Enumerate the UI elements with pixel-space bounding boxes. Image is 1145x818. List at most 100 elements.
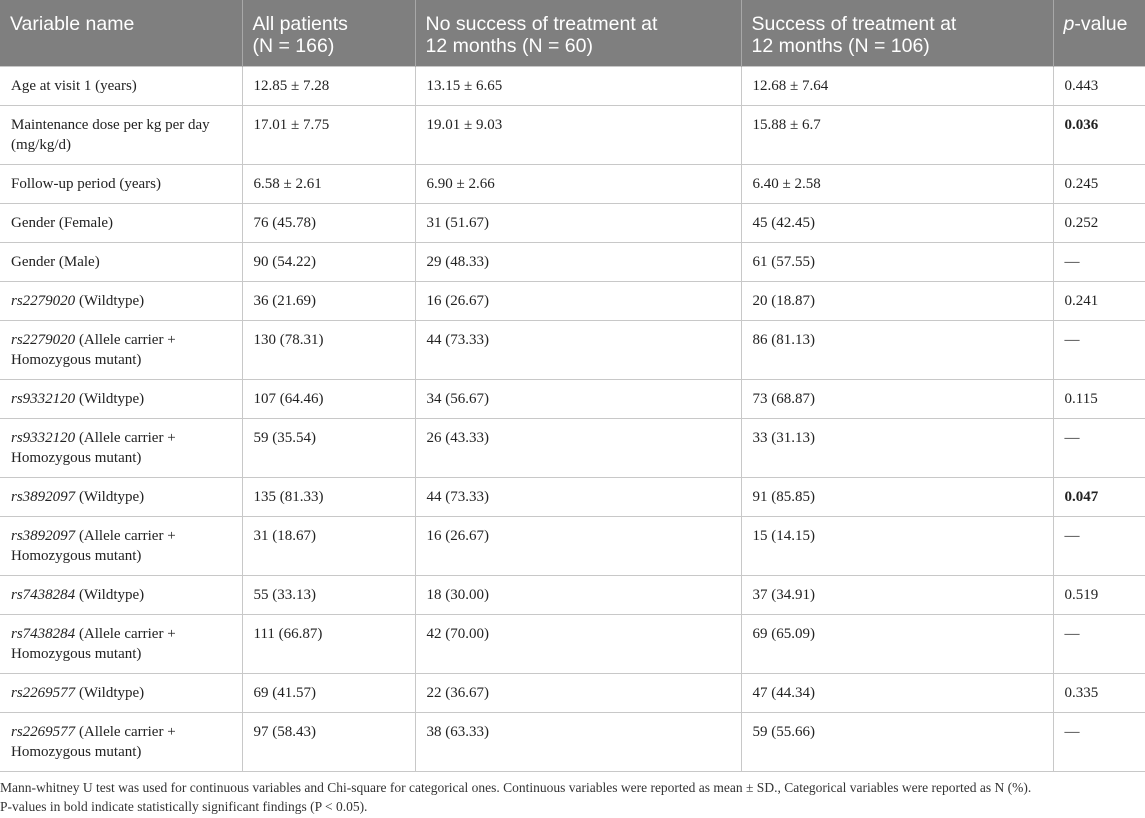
header-no-success: No success of treatment at 12 months (N =… bbox=[415, 0, 742, 67]
variable-label: (Allele carrier + bbox=[75, 724, 176, 740]
footnote-line-1: Mann-whitney U test was used for continu… bbox=[0, 780, 1032, 795]
table-row: rs2269577 (Allele carrier + Homozygous mu… bbox=[0, 712, 1145, 772]
variable-label: Gender (Male) bbox=[11, 254, 100, 270]
table-header: Variable name All patients (N = 166) No s… bbox=[0, 0, 1145, 67]
cell-p-value: — bbox=[1052, 320, 1145, 380]
cell-variable-name: Gender (Female) bbox=[0, 203, 243, 243]
cell-success: 20 (18.87) bbox=[740, 281, 1054, 321]
table-row: rs3892097 (Allele carrier + Homozygous mu… bbox=[0, 516, 1145, 576]
variable-label: Maintenance dose per kg per day bbox=[11, 117, 210, 133]
cell-all-patients: 6.58 ± 2.61 bbox=[241, 164, 416, 204]
variable-label-continued: Homozygous mutant) bbox=[11, 352, 142, 368]
variable-snp-id: rs2279020 bbox=[11, 332, 76, 348]
cell-success: 86 (81.13) bbox=[740, 320, 1054, 380]
variable-label-continued: Homozygous mutant) bbox=[11, 744, 142, 760]
variable-snp-id: rs3892097 bbox=[11, 528, 76, 544]
variable-label-continued: (mg/kg/d) bbox=[11, 137, 71, 153]
table-body: Age at visit 1 (years) 12.85 ± 7.28 13.15 … bbox=[0, 66, 1145, 772]
cell-no-success: 44 (73.33) bbox=[414, 320, 742, 380]
variable-snp-id: rs7438284 bbox=[11, 626, 76, 642]
cell-success: 59 (55.66) bbox=[740, 712, 1054, 772]
variable-snp-id: rs3892097 bbox=[11, 489, 76, 505]
table-row: Follow-up period (years) 6.58 ± 2.61 6.90 … bbox=[0, 164, 1145, 204]
cell-variable-name: Age at visit 1 (years) bbox=[0, 66, 243, 106]
cell-variable-name: rs7438284 (Wildtype) bbox=[0, 575, 243, 615]
cell-all-patients: 135 (81.33) bbox=[241, 477, 416, 517]
cell-no-success: 38 (63.33) bbox=[414, 712, 742, 772]
cell-success: 33 (31.13) bbox=[740, 418, 1054, 478]
variable-label-continued: Homozygous mutant) bbox=[11, 646, 142, 662]
cell-all-patients: 69 (41.57) bbox=[241, 673, 416, 713]
cell-all-patients: 55 (33.13) bbox=[241, 575, 416, 615]
cell-p-value: 0.036 bbox=[1052, 105, 1145, 165]
header-p-value: p-value bbox=[1053, 0, 1145, 67]
cell-variable-name: Follow-up period (years) bbox=[0, 164, 243, 204]
variable-snp-id: rs2269577 bbox=[11, 685, 76, 701]
cell-success: 37 (34.91) bbox=[740, 575, 1054, 615]
cell-p-value: 0.519 bbox=[1052, 575, 1145, 615]
cell-no-success: 19.01 ± 9.03 bbox=[414, 105, 742, 165]
variable-label: (Allele carrier + bbox=[75, 332, 176, 348]
table-row: rs9332120 (Wildtype) 107 (64.46) 34 (56.67… bbox=[0, 379, 1145, 419]
footnote-line-2: P-values in bold indicate statistically … bbox=[0, 799, 368, 814]
variable-snp-id: rs9332120 bbox=[11, 391, 76, 407]
cell-no-success: 16 (26.67) bbox=[414, 516, 742, 576]
variable-label: (Wildtype) bbox=[75, 489, 145, 505]
variable-label: (Wildtype) bbox=[75, 391, 145, 407]
cell-success: 69 (65.09) bbox=[740, 614, 1054, 674]
variable-label: (Allele carrier + bbox=[75, 626, 176, 642]
cell-all-patients: 130 (78.31) bbox=[241, 320, 416, 380]
header-success: Success of treatment at 12 months (N = 10… bbox=[741, 0, 1054, 67]
variable-label: Gender (Female) bbox=[11, 215, 114, 231]
table-row: Age at visit 1 (years) 12.85 ± 7.28 13.15 … bbox=[0, 66, 1145, 106]
cell-variable-name: rs2279020 (Allele carrier + Homozygous mu… bbox=[0, 320, 243, 380]
cell-success: 15 (14.15) bbox=[740, 516, 1054, 576]
cell-all-patients: 59 (35.54) bbox=[241, 418, 416, 478]
cell-no-success: 26 (43.33) bbox=[414, 418, 742, 478]
table-row: rs2279020 (Allele carrier + Homozygous mu… bbox=[0, 320, 1145, 380]
variable-label: Age at visit 1 (years) bbox=[11, 78, 137, 94]
variable-label: Follow-up period (years) bbox=[11, 176, 161, 192]
cell-p-value: 0.335 bbox=[1052, 673, 1145, 713]
cell-all-patients: 36 (21.69) bbox=[241, 281, 416, 321]
header-all-patients: All patients (N = 166) bbox=[242, 0, 416, 67]
cell-variable-name: rs2269577 (Allele carrier + Homozygous mu… bbox=[0, 712, 243, 772]
cell-no-success: 34 (56.67) bbox=[414, 379, 742, 419]
cell-variable-name: rs3892097 (Allele carrier + Homozygous mu… bbox=[0, 516, 243, 576]
cell-variable-name: rs9332120 (Wildtype) bbox=[0, 379, 243, 419]
variable-snp-id: rs7438284 bbox=[11, 587, 76, 603]
cell-success: 45 (42.45) bbox=[740, 203, 1054, 243]
cell-variable-name: rs7438284 (Allele carrier + Homozygous mu… bbox=[0, 614, 243, 674]
cell-p-value: 0.252 bbox=[1052, 203, 1145, 243]
cell-all-patients: 97 (58.43) bbox=[241, 712, 416, 772]
cell-all-patients: 31 (18.67) bbox=[241, 516, 416, 576]
variable-label: (Allele carrier + bbox=[75, 528, 176, 544]
cell-all-patients: 90 (54.22) bbox=[241, 242, 416, 282]
variable-snp-id: rs2279020 bbox=[11, 293, 76, 309]
cell-no-success: 6.90 ± 2.66 bbox=[414, 164, 742, 204]
cell-p-value: — bbox=[1052, 242, 1145, 282]
variable-label: (Wildtype) bbox=[75, 587, 145, 603]
cell-no-success: 16 (26.67) bbox=[414, 281, 742, 321]
cell-variable-name: rs9332120 (Allele carrier + Homozygous mu… bbox=[0, 418, 243, 478]
table-row: Gender (Male) 90 (54.22) 29 (48.33) 61 (57.… bbox=[0, 242, 1145, 282]
cell-p-value: 0.443 bbox=[1052, 66, 1145, 106]
cell-no-success: 42 (70.00) bbox=[414, 614, 742, 674]
variable-snp-id: rs2269577 bbox=[11, 724, 76, 740]
footnote: Mann-whitney U test was used for continu… bbox=[0, 772, 1145, 816]
table-row: rs2269577 (Wildtype) 69 (41.57) 22 (36.67)… bbox=[0, 673, 1145, 713]
table-row: Maintenance dose per kg per day (mg/kg/d)… bbox=[0, 105, 1145, 165]
cell-all-patients: 17.01 ± 7.75 bbox=[241, 105, 416, 165]
cell-no-success: 29 (48.33) bbox=[414, 242, 742, 282]
table-row: Gender (Female) 76 (45.78) 31 (51.67) 45 (4… bbox=[0, 203, 1145, 243]
table-row: rs7438284 (Wildtype) 55 (33.13) 18 (30.00)… bbox=[0, 575, 1145, 615]
cell-p-value: 0.115 bbox=[1052, 379, 1145, 419]
cell-p-value: — bbox=[1052, 614, 1145, 674]
cell-success: 61 (57.55) bbox=[740, 242, 1054, 282]
cell-no-success: 22 (36.67) bbox=[414, 673, 742, 713]
cell-all-patients: 111 (66.87) bbox=[241, 614, 416, 674]
cell-success: 6.40 ± 2.58 bbox=[740, 164, 1054, 204]
table-row: rs2279020 (Wildtype) 36 (21.69) 16 (26.67)… bbox=[0, 281, 1145, 321]
cell-success: 91 (85.85) bbox=[740, 477, 1054, 517]
cell-no-success: 18 (30.00) bbox=[414, 575, 742, 615]
